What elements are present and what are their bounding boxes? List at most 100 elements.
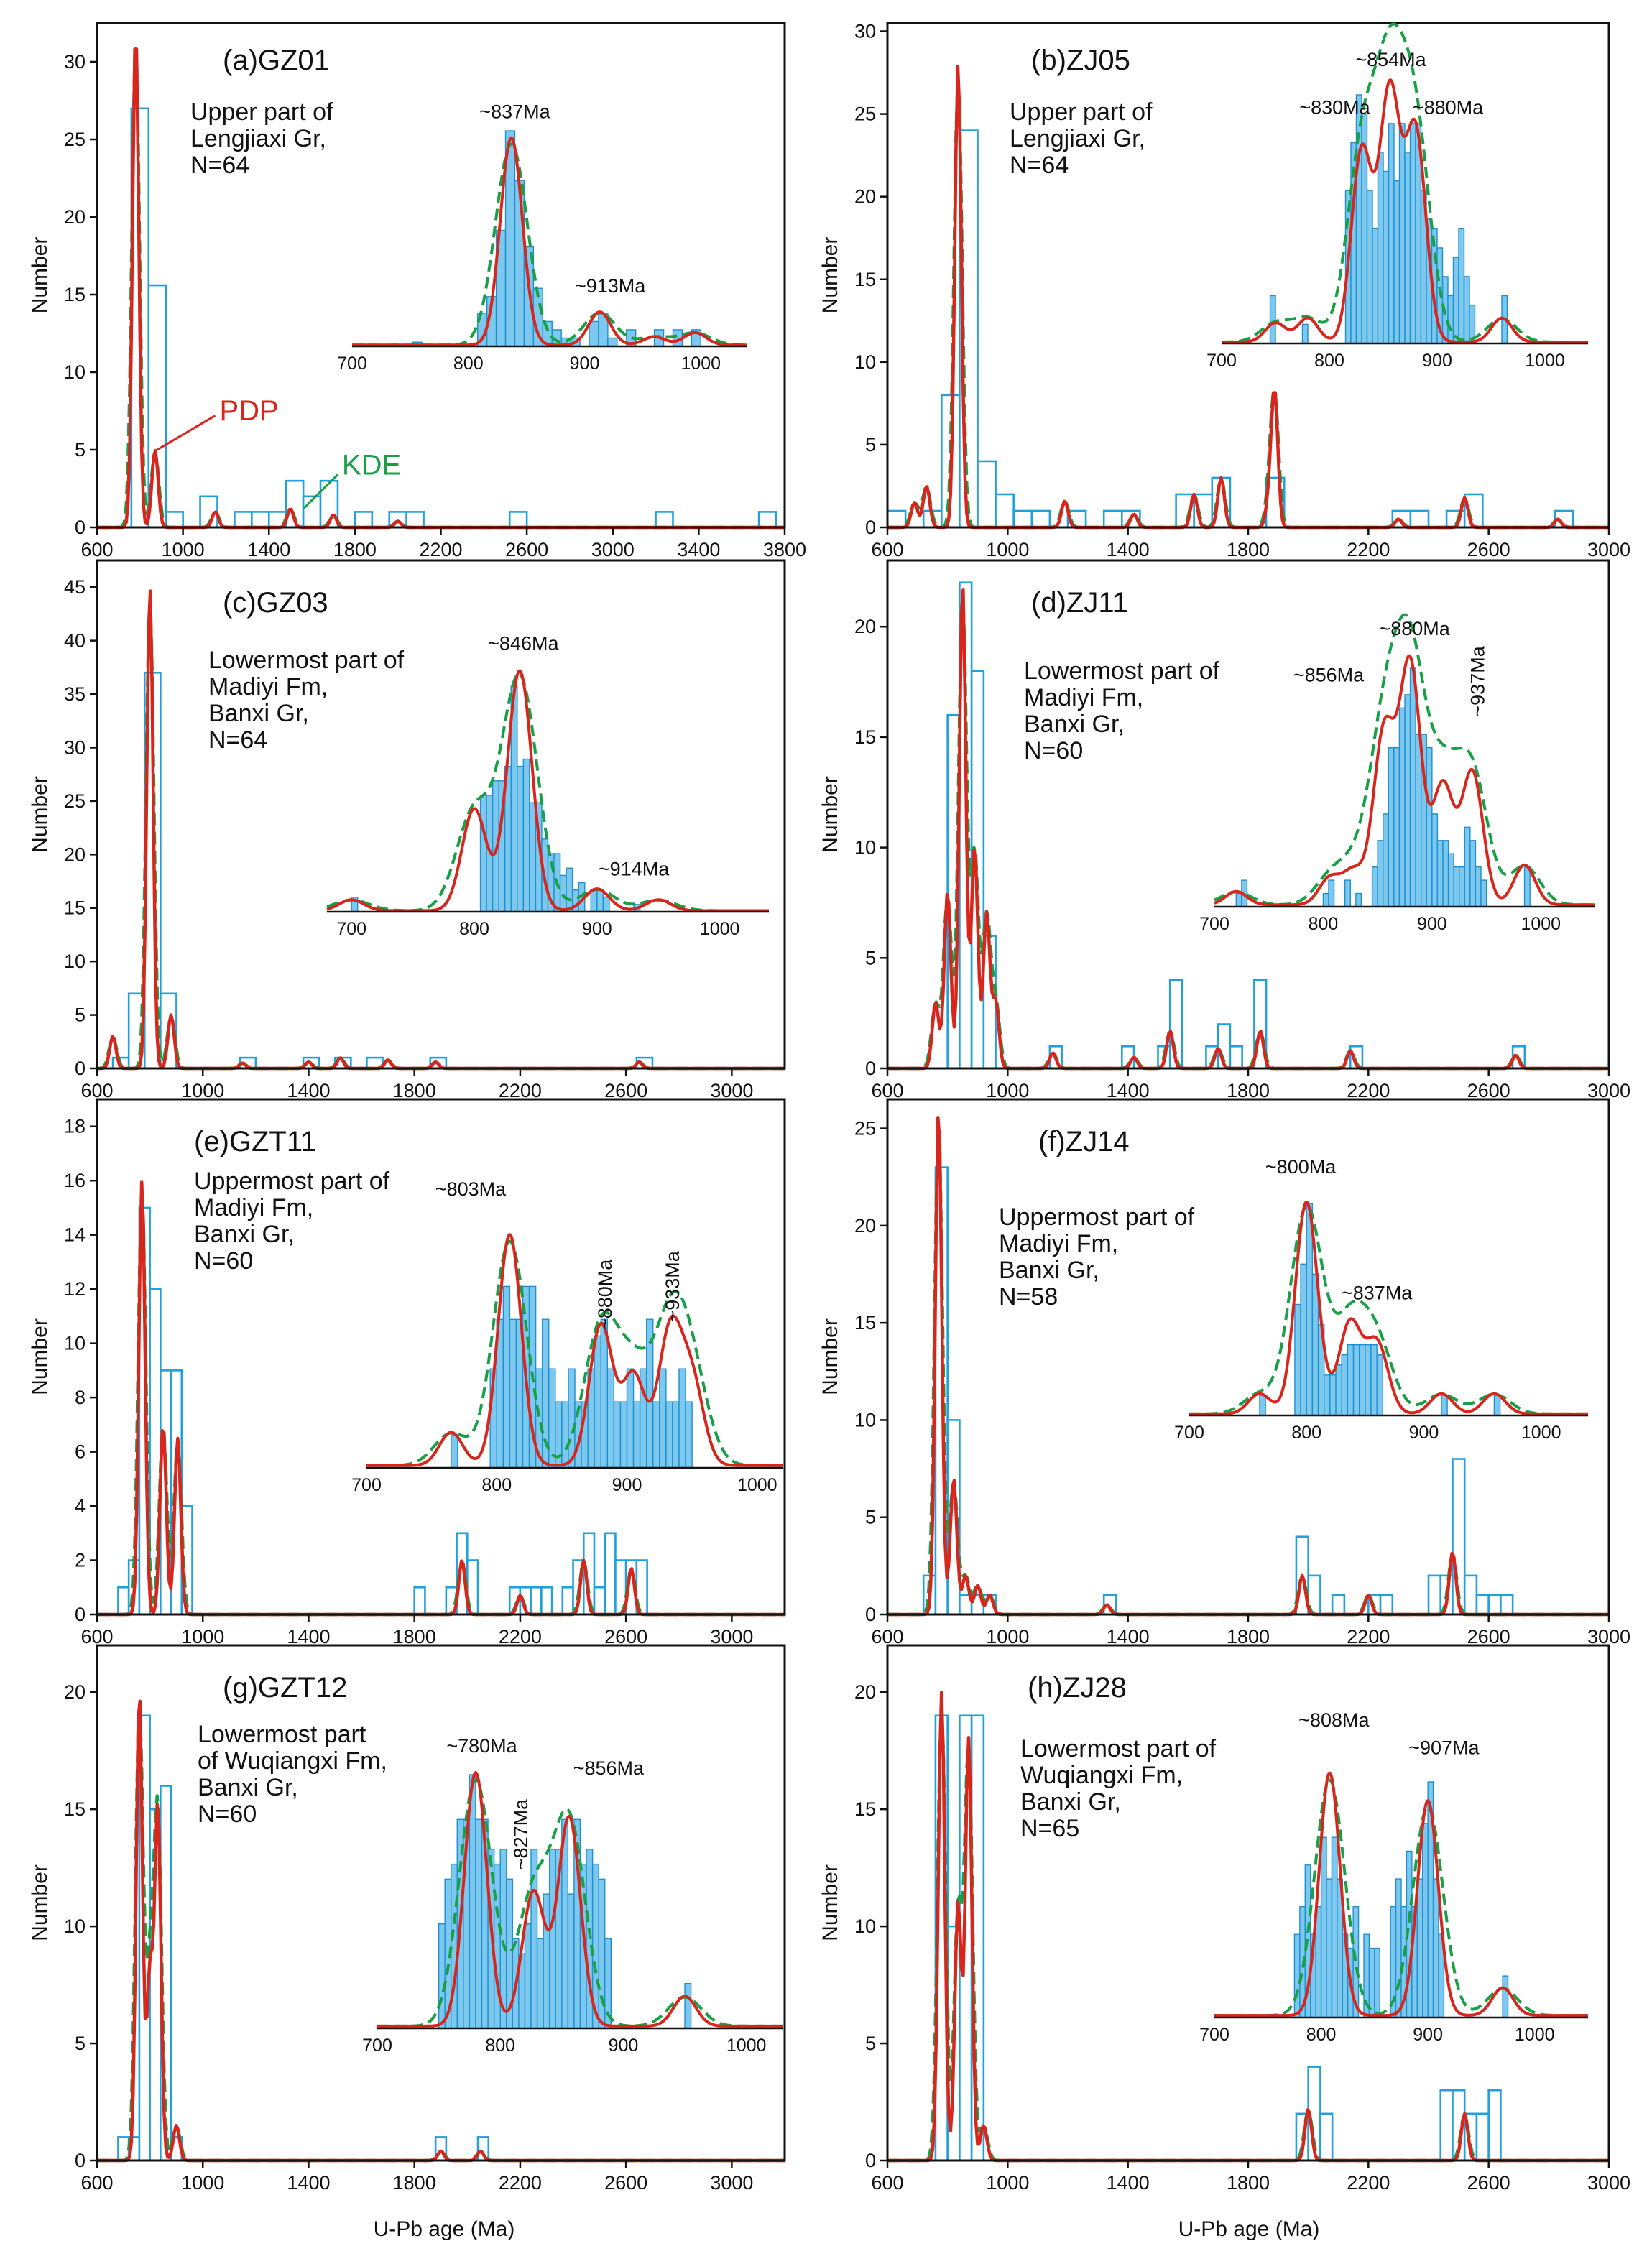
inset-histogram-bar (1365, 1344, 1372, 1416)
panel-frame (96, 1644, 786, 2162)
panel-title: (c)GZ03 (223, 587, 328, 619)
inset-x-tick-label: 900 (570, 353, 600, 374)
histogram-bar (508, 511, 528, 529)
inset-histogram-bar (1377, 152, 1384, 344)
y-tick-label: 10 (854, 1915, 876, 1937)
histogram-bar (1427, 1574, 1442, 1616)
inset-histogram-bar (1344, 879, 1351, 907)
inset-histogram-bar (1426, 747, 1433, 907)
y-tick-label: 30 (64, 51, 86, 73)
inset-histogram-bar (1377, 840, 1384, 907)
inset-histogram-bar (1458, 228, 1465, 344)
x-tick-label: 2600 (604, 1626, 647, 1647)
histogram-bar (1500, 1594, 1514, 1616)
inset-g: 700 800 900 1000 ~780Ma ~827Ma ~856Ma (362, 1735, 784, 2056)
x-tick-label: 2200 (1347, 1626, 1390, 1647)
y-tick-label: 0 (865, 517, 876, 538)
inset-histogram-bar (1326, 1878, 1333, 2018)
x-tick-label: 1800 (393, 1626, 436, 1647)
y-tick-label: 15 (854, 1312, 876, 1334)
sample-note-line: Madiyi Fm, (999, 1230, 1118, 1257)
sample-note-line: Upper part of (1010, 98, 1153, 126)
pdp-legend-label: PDP (219, 395, 278, 427)
sample-note-line: Wuqiangxi Fm, (1020, 1762, 1183, 1789)
x-tick-label: 2600 (604, 2172, 647, 2194)
inset-histogram-bar (596, 889, 604, 912)
pdp-curve (97, 589, 785, 1071)
y-tick-label: 30 (64, 736, 86, 758)
y-tick-label: 10 (64, 1915, 86, 1937)
inset-histogram-bar (1452, 257, 1459, 344)
peak-age-label: ~880Ma (1379, 618, 1450, 639)
y-tick-label: 20 (854, 1681, 876, 1703)
inset-histogram-bar (1393, 747, 1400, 907)
sample-note-line: Banxi Gr, (1020, 1788, 1121, 1816)
histogram-bar (1331, 1594, 1346, 1616)
inset-histogram-bar (1398, 707, 1406, 907)
inset-histogram-bar (1324, 1374, 1331, 1416)
inset-x-tick-label: 900 (612, 1475, 642, 1495)
x-tick-label: 2200 (419, 539, 462, 560)
y-tick-label: 10 (64, 1333, 86, 1354)
histogram-bar (1229, 1045, 1243, 1070)
y-tick-label: 6 (75, 1441, 86, 1463)
inset-histogram-bar (469, 1774, 476, 2029)
panel-g: 600 1000 1400 1800 2200 2600 3000 0 5 10 15 20 Numbe… (28, 1644, 786, 2194)
x-tick-label: 1000 (986, 2172, 1029, 2194)
histogram-bar (1439, 2089, 1454, 2162)
inset-histogram-bar (1331, 1836, 1338, 2018)
inset-histogram-bar (1320, 1836, 1327, 2018)
inset-f: 700 800 900 1000 ~800Ma ~837Ma (1174, 1156, 1589, 1443)
peak-age-label: ~827Ma (510, 1798, 532, 1870)
inset-histogram-bar (1315, 1905, 1322, 2018)
inset-histogram-bar (1335, 1364, 1342, 1416)
x-tick-label: 1400 (287, 2172, 330, 2194)
inset-h: 700 800 900 1000 ~808Ma ~907Ma (1199, 1709, 1589, 2045)
x-tick-label: 3000 (1587, 539, 1630, 560)
inset-histogram-bar (626, 1368, 635, 1469)
y-tick-label: 5 (865, 434, 876, 456)
inset-histogram-bar (678, 1368, 686, 1469)
inset-histogram-bar (1475, 866, 1482, 907)
kde-legend-label: KDE (342, 450, 401, 481)
x-tick-label: 1400 (1107, 2172, 1150, 2194)
x-tick-label: 1400 (287, 1626, 330, 1647)
inset-histogram-bar (1416, 1878, 1423, 2018)
inset-x-tick-label: 900 (1413, 2025, 1443, 2045)
inset-x-tick-label: 900 (609, 2035, 639, 2056)
inset-kde-curve (1189, 1204, 1589, 1415)
inset-x-tick-label: 800 (1309, 914, 1339, 934)
inset-histogram-bar (509, 1318, 517, 1469)
x-tick-label: 1400 (1107, 1080, 1150, 1101)
inset-histogram-bar (1388, 747, 1395, 907)
x-tick-label: 600 (80, 539, 113, 560)
y-tick-label: 5 (865, 1507, 876, 1528)
histogram-bar (354, 511, 374, 529)
sample-note-line: of Wuqiangxi Fm, (198, 1747, 387, 1775)
y-tick-label: 20 (854, 186, 876, 208)
x-axis-title-left: U-Pb age (Ma) (374, 2217, 515, 2241)
inset-x-tick-label: 900 (1409, 1423, 1439, 1443)
inset-histogram-bar (451, 1434, 458, 1469)
peak-age-label: ~837Ma (1342, 1282, 1413, 1303)
inset-x-tick-label: 700 (1199, 914, 1229, 934)
sample-note-line: N=64 (208, 726, 267, 754)
inset-histogram-bar (1459, 866, 1465, 907)
peak-age-label: ~854Ma (1355, 49, 1426, 70)
inset-x-tick-label: 800 (459, 919, 489, 939)
inset-histogram-bar (594, 1335, 601, 1469)
y-tick-label: 10 (854, 1409, 876, 1431)
sample-note-line: Lowermost part of (208, 647, 405, 674)
inset-histogram-bar (1463, 276, 1470, 344)
inset-histogram-bar (1306, 1203, 1314, 1416)
x-tick-label: 2200 (1347, 539, 1390, 560)
inset-histogram-bar (1469, 840, 1477, 907)
x-tick-label: 600 (871, 539, 903, 560)
x-tick-label: 1000 (986, 539, 1029, 560)
inset-histogram-bar (600, 1318, 609, 1469)
inset-kde-curve (351, 142, 748, 347)
inset-x-tick-label: 900 (1422, 351, 1452, 371)
inset-histogram-bar (1442, 840, 1449, 907)
inset-histogram-bar (1409, 123, 1416, 344)
y-axis-title: Number (28, 776, 52, 853)
